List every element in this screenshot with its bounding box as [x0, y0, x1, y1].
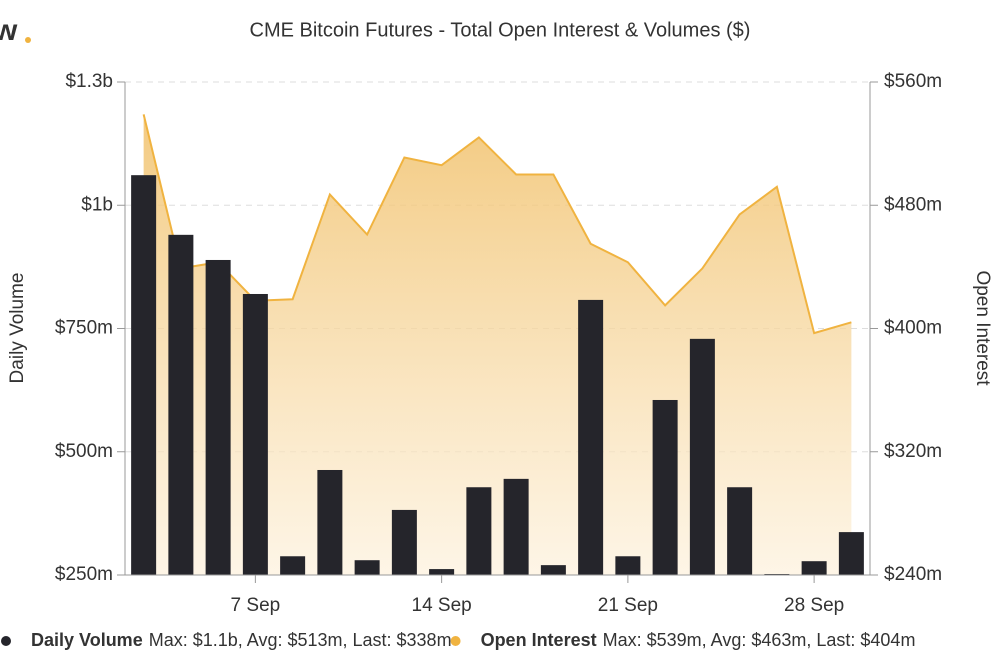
- bar: [540, 565, 566, 575]
- bar: [689, 338, 715, 575]
- bar: [205, 259, 231, 575]
- logo-dot: [25, 37, 31, 43]
- bar: [466, 487, 492, 575]
- bar: [354, 560, 380, 575]
- bar: [801, 561, 827, 575]
- legend-note: Max: $1.1b, Avg: $513m, Last: $338m: [149, 630, 452, 650]
- y-tick-label: $1b: [81, 194, 113, 215]
- y-tick-label: $750m: [55, 318, 113, 339]
- y-tick-label: $500m: [55, 441, 113, 462]
- chart-title: CME Bitcoin Futures - Total Open Interes…: [250, 19, 751, 41]
- bar: [280, 556, 306, 575]
- legend-note: Max: $539m, Avg: $463m, Last: $404m: [603, 630, 916, 650]
- y2-tick-label: $400m: [884, 318, 942, 339]
- legend-marker: [450, 636, 461, 646]
- bar: [503, 478, 529, 575]
- bar: [727, 487, 753, 575]
- bar: [615, 556, 641, 575]
- x-tick-label: 21 Sep: [598, 595, 658, 616]
- bar: [131, 175, 157, 575]
- bar: [652, 399, 678, 575]
- legend-marker: [1, 636, 11, 646]
- legend-label: Open Interest: [481, 630, 597, 650]
- bar: [391, 509, 417, 575]
- legend-label: Daily Volume: [31, 630, 143, 650]
- y2-tick-label: $480m: [884, 194, 942, 215]
- y-axis-title: Daily Volume: [7, 273, 28, 384]
- bar: [838, 532, 864, 575]
- y-tick-label: $250m: [55, 564, 113, 585]
- y2-tick-label: $240m: [884, 564, 942, 585]
- y2-tick-label: $560m: [884, 71, 942, 92]
- x-tick-label: 28 Sep: [784, 595, 844, 616]
- bar: [429, 569, 455, 575]
- y2-tick-label: $320m: [884, 441, 942, 462]
- bar: [578, 299, 604, 575]
- bar: [168, 234, 194, 575]
- bar: [317, 469, 343, 575]
- bar: [242, 293, 268, 575]
- y2-axis-title: Open Interest: [972, 270, 993, 386]
- y-tick-label: $1.3b: [65, 71, 113, 92]
- x-tick-label: 7 Sep: [231, 595, 281, 616]
- x-tick-label: 14 Sep: [412, 595, 472, 616]
- logo: w: [0, 14, 18, 47]
